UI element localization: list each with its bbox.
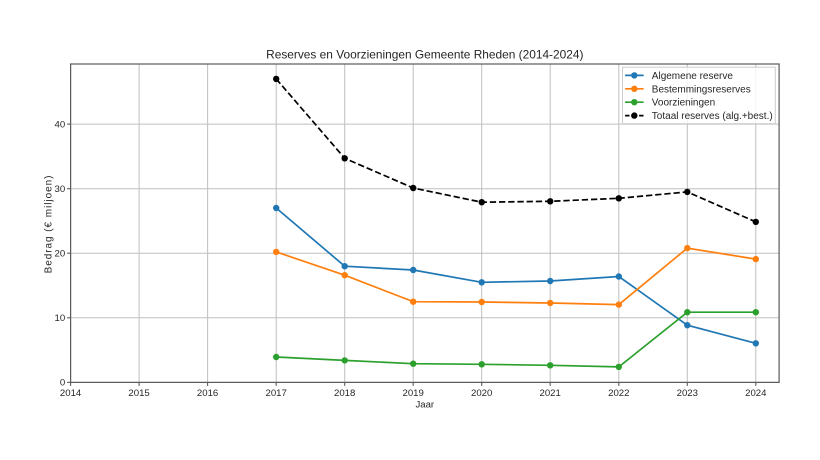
svg-text:40: 40 (55, 119, 66, 130)
svg-text:2024: 2024 (745, 388, 767, 399)
svg-text:Totaal reserves (alg.+best.): Totaal reserves (alg.+best.) (652, 111, 773, 122)
svg-text:2014: 2014 (60, 388, 82, 399)
svg-text:30: 30 (55, 184, 66, 195)
svg-text:Reserves en Voorzieningen Geme: Reserves en Voorzieningen Gemeente Rhede… (266, 47, 583, 61)
svg-text:2015: 2015 (128, 388, 149, 399)
svg-text:2022: 2022 (608, 388, 629, 399)
svg-text:2018: 2018 (334, 388, 355, 399)
svg-text:2021: 2021 (540, 388, 561, 399)
svg-text:Algemene reserve: Algemene reserve (652, 71, 734, 82)
svg-text:10: 10 (55, 313, 66, 324)
svg-text:Voorzieningen: Voorzieningen (652, 98, 715, 109)
svg-text:Bestemmingsreserves: Bestemmingsreserves (652, 84, 751, 95)
svg-text:2019: 2019 (403, 388, 424, 399)
svg-text:Jaar: Jaar (415, 400, 434, 411)
svg-text:2017: 2017 (266, 388, 287, 399)
svg-text:2023: 2023 (677, 388, 698, 399)
svg-text:Bedrag (€ miljoen): Bedrag (€ miljoen) (44, 175, 55, 274)
svg-text:0: 0 (60, 378, 65, 389)
svg-text:2020: 2020 (471, 388, 492, 399)
svg-text:2016: 2016 (197, 388, 218, 399)
svg-text:20: 20 (55, 248, 66, 259)
